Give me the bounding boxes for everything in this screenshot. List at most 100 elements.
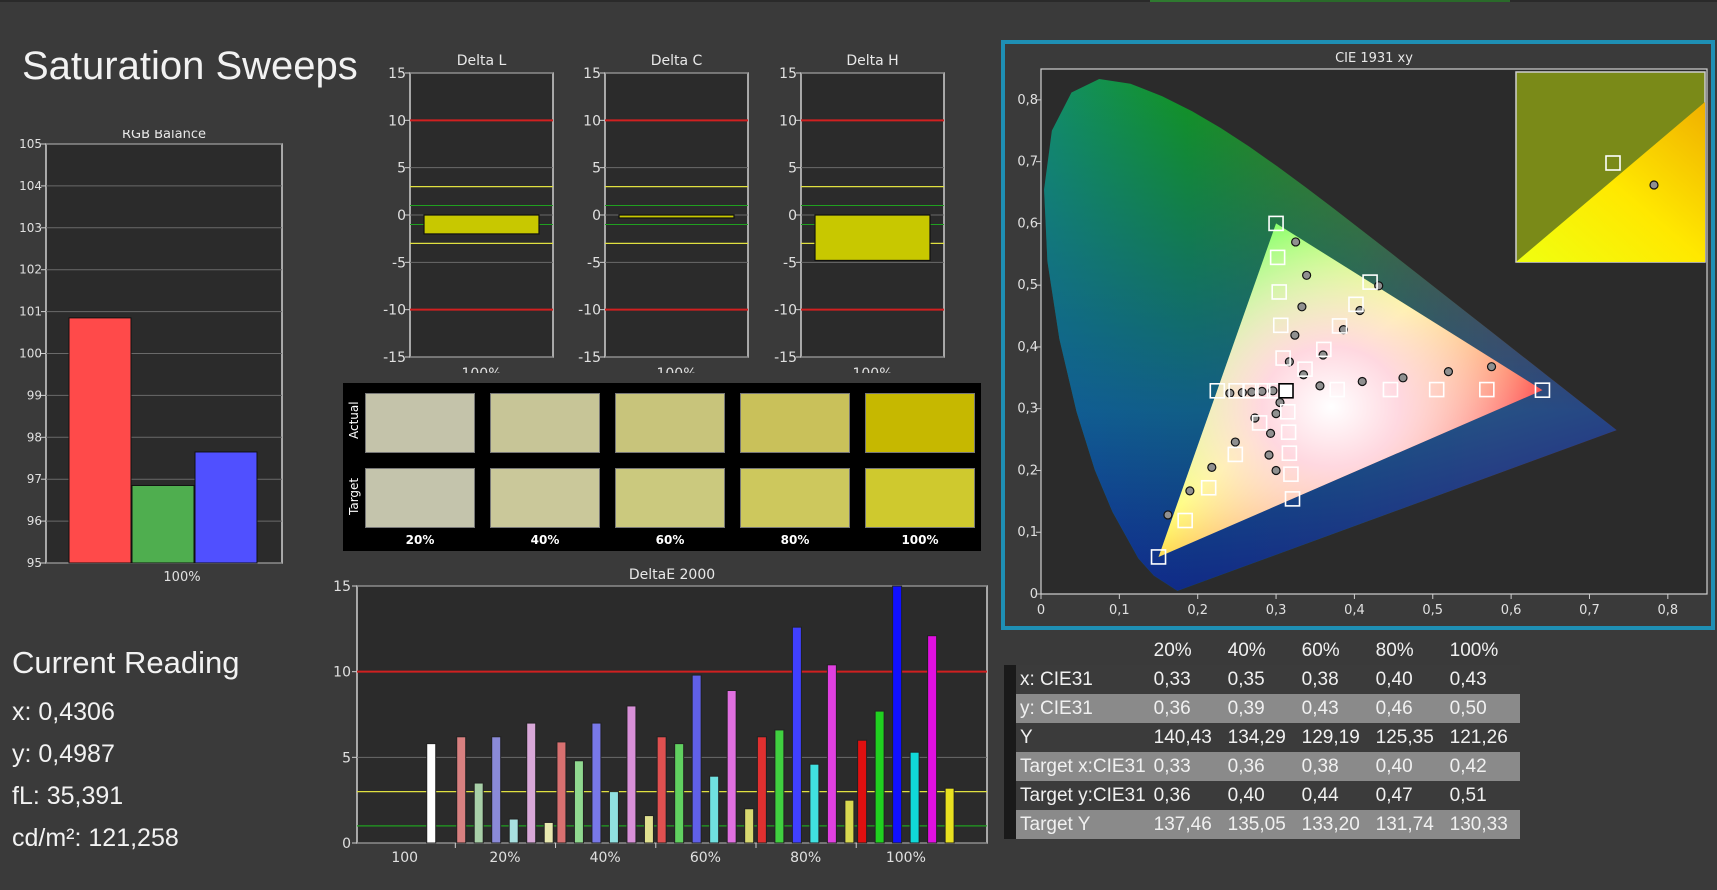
measured-point — [1318, 350, 1328, 360]
target-point — [1243, 382, 1259, 399]
deltae-bar — [709, 775, 720, 844]
deltae-bar — [744, 808, 755, 844]
target-point — [1281, 445, 1298, 461]
delta-bar — [618, 214, 735, 219]
top-strip-accent — [1300, 0, 1510, 2]
y-tick-label: 0,5 — [1017, 278, 1038, 293]
zoom-measured-point — [1649, 180, 1659, 190]
deltae-bar — [774, 729, 785, 844]
table-cell: 129,19 — [1297, 723, 1372, 752]
deltae-bar — [927, 635, 938, 844]
target-point — [1479, 381, 1495, 398]
deltae-bar — [909, 751, 920, 844]
target-swatch — [365, 468, 475, 528]
delta-c-chart: Delta C -15 -10 -5 0 5 10 15 100% — [578, 53, 749, 373]
current-reading-y: y: 0,4987 — [12, 740, 115, 768]
target-point — [1254, 382, 1271, 399]
table-row: x: CIE31 0,33 0,35 0,38 0,40 0,43 — [1004, 665, 1520, 694]
table-cell: 0,43 — [1297, 694, 1372, 723]
table-header-row: 20% 40% 60% 80% 100% — [1004, 636, 1520, 665]
measured-point — [1291, 237, 1301, 247]
table-cell: 0,40 — [1223, 781, 1298, 810]
target-point — [1268, 215, 1284, 232]
target-point — [1297, 361, 1313, 377]
deltae-bar — [526, 722, 537, 844]
delta-l-chart: Delta L -15 -10 -5 0 5 10 15 100% — [383, 53, 554, 373]
table-header-cell: 40% — [1223, 636, 1298, 665]
deltae-bar — [508, 818, 519, 844]
target-point — [1227, 446, 1244, 463]
swatch-label: 100% — [901, 533, 939, 547]
x-tick-label: 100% — [656, 366, 696, 373]
current-reading-title: Current Reading — [12, 645, 240, 680]
table-header-cell — [1016, 636, 1150, 665]
x-tick-label: 0,1 — [1109, 603, 1130, 618]
actual-row-label: Actual — [347, 401, 361, 439]
x-tick-label: 100% — [852, 366, 892, 373]
row-stub — [1004, 665, 1016, 694]
y-tick-label: 0,1 — [1017, 525, 1038, 540]
x-tick-label: 40% — [590, 850, 621, 866]
table-cell: 134,29 — [1223, 723, 1298, 752]
measured-point — [1355, 305, 1365, 316]
swatch-label: 60% — [655, 533, 685, 547]
table-row: Y 140,43 134,29 129,19 125,35 121,26 — [1004, 723, 1520, 752]
deltae-bar — [573, 760, 584, 844]
top-strip — [0, 0, 1717, 2]
y-tick-label: 0,8 — [1017, 93, 1038, 108]
delta-bar — [423, 214, 540, 235]
x-tick-label: 0,4 — [1344, 603, 1365, 618]
measured-point — [1486, 362, 1497, 372]
x-tick-label: 0,7 — [1579, 603, 1600, 618]
target-point — [1316, 341, 1332, 358]
target-point — [1348, 296, 1364, 313]
deltae-2000-chart: DeltaE 2000 0 5 10 15 100 20% 40% 60% 80% 100% — [333, 567, 988, 866]
chart-title: Delta C — [651, 53, 703, 69]
deltae-bar — [857, 739, 868, 844]
y-tick-label: 98 — [27, 430, 42, 444]
y-tick-label: 0,6 — [1017, 216, 1038, 231]
y-tick-label: 10 — [333, 665, 351, 681]
y-tick-label: 0 — [788, 208, 797, 224]
zoom-inset-gamut — [1516, 102, 1705, 262]
y-tick-label: 99 — [27, 388, 42, 402]
measured-point — [1297, 302, 1307, 312]
x-tick-label: 0 — [1037, 603, 1045, 618]
table-cell: 0,42 — [1445, 752, 1520, 781]
measured-point — [1247, 387, 1257, 397]
deltae-bar — [473, 782, 484, 844]
table-cell: 0,39 — [1223, 694, 1298, 723]
table-cell: 0,47 — [1371, 781, 1446, 810]
deltae-bar — [726, 690, 737, 844]
row-label: y: CIE31 — [1016, 694, 1150, 723]
delta-h-chart: Delta H -15 -10 -5 0 5 10 15 100% — [774, 53, 945, 373]
swatch-label: 40% — [530, 533, 560, 547]
target-point — [1329, 381, 1345, 398]
x-tick-label: 0,6 — [1501, 603, 1522, 618]
y-tick-label: 10 — [779, 113, 797, 129]
deltae-bar — [791, 626, 802, 844]
row-stub — [1004, 723, 1016, 752]
deltae-bar — [608, 791, 619, 844]
deltae-bar — [826, 664, 837, 844]
chart-title: Delta L — [457, 53, 507, 69]
table-cell: 0,38 — [1297, 752, 1372, 781]
measured-point — [1357, 376, 1367, 387]
y-tick-label: 0 — [1030, 587, 1038, 602]
table-cell: 0,40 — [1371, 752, 1446, 781]
x-tick-label: 100% — [461, 366, 501, 373]
x-tick-label: 0,8 — [1657, 603, 1678, 618]
table-row: y: CIE31 0,36 0,39 0,43 0,46 0,50 — [1004, 694, 1520, 723]
table-cell: 130,33 — [1445, 810, 1520, 839]
table-cell: 0,51 — [1445, 781, 1520, 810]
table-cell: 0,33 — [1149, 752, 1224, 781]
measured-point — [1315, 381, 1325, 391]
current-reading-x: x: 0,4306 — [12, 698, 115, 726]
x-tick-label: 100% — [886, 850, 926, 866]
zoom-target-point — [1605, 155, 1621, 171]
x-tick-label: 100 — [391, 850, 418, 866]
deltae-bar — [944, 787, 955, 844]
actual-swatch — [365, 393, 475, 453]
measured-point — [1298, 370, 1309, 380]
y-tick-label: 0 — [592, 208, 601, 224]
